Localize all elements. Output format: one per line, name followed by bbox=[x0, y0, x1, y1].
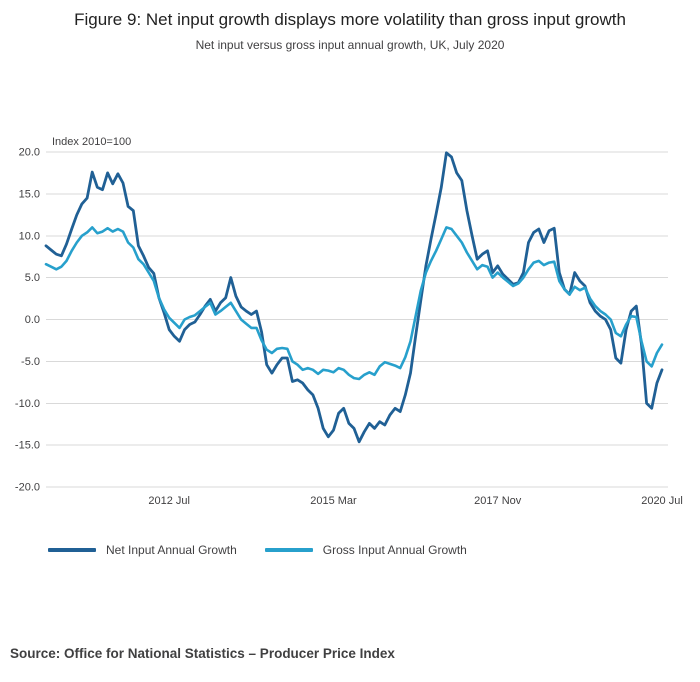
net-input-line-swatch bbox=[48, 548, 96, 552]
y-tick-label: 20.0 bbox=[19, 147, 40, 159]
legend: Net Input Annual Growth Gross Input Annu… bbox=[48, 543, 467, 557]
y-tick-label: -15.0 bbox=[15, 440, 40, 452]
gross-input-line bbox=[44, 226, 664, 381]
legend-label-gross-input: Gross Input Annual Growth bbox=[322, 543, 467, 557]
x-tick-label: 2017 Nov bbox=[474, 495, 522, 507]
y-tick-label: 5.0 bbox=[25, 272, 40, 284]
gross-input-line-swatch bbox=[264, 548, 313, 552]
chart-svg: 20.0 15.0 10.0 5.0 0.0 -5.0 -10.0 -15.0 -20.0 201… bbox=[15, 147, 683, 508]
legend-label-net-input: Net Input Annual Growth bbox=[106, 543, 237, 557]
y-axis-unit-label: Index 2010=100 bbox=[52, 136, 132, 148]
y-tick-label: 10.0 bbox=[19, 230, 40, 242]
y-tick-label: 15.0 bbox=[19, 188, 40, 200]
chart-area: 20.0 15.0 10.0 5.0 0.0 -5.0 -10.0 -15.0 -20.0 201… bbox=[0, 125, 700, 515]
y-tick-label: 0.0 bbox=[25, 314, 40, 326]
legend-item-gross-input: Gross Input Annual Growth bbox=[264, 543, 467, 557]
page-subtitle: Net input versus gross input annual grow… bbox=[195, 38, 505, 52]
y-tick-label: -10.0 bbox=[15, 398, 40, 410]
net-input-line bbox=[44, 151, 664, 444]
x-tick-label: 2015 Mar bbox=[310, 495, 357, 507]
legend-item-net-input: Net Input Annual Growth bbox=[48, 543, 237, 557]
x-tick-label: 2012 Jul bbox=[148, 495, 190, 507]
y-tick-label: -20.0 bbox=[15, 482, 40, 494]
x-tick-label: 2020 Jul bbox=[641, 495, 683, 507]
source-note: Source: Office for National Statistics –… bbox=[10, 646, 395, 661]
page-title: Figure 9: Net input growth displays more… bbox=[74, 10, 626, 29]
y-tick-label: -5.0 bbox=[21, 356, 40, 368]
